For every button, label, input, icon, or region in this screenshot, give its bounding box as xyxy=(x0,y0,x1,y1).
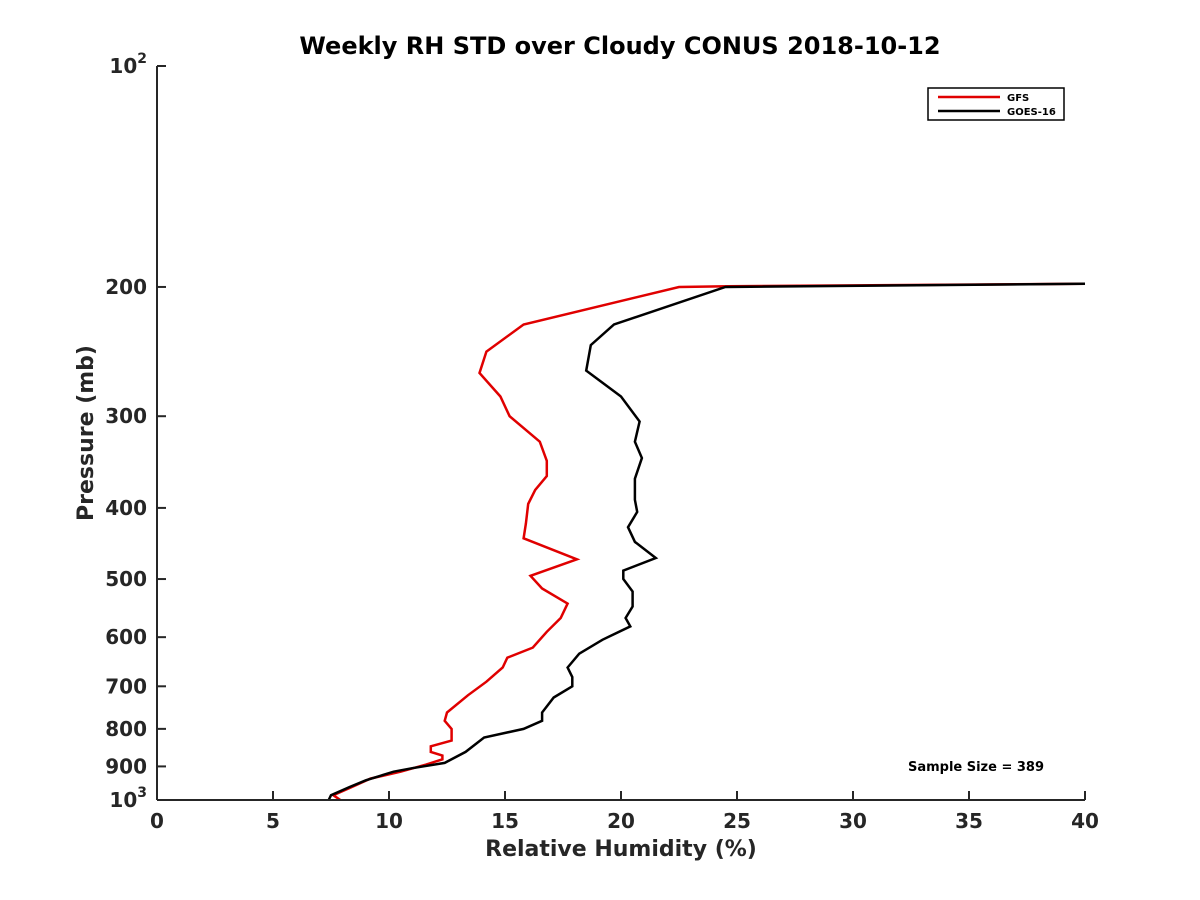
y-tick-label: 200 xyxy=(105,275,147,299)
x-tick-label: 10 xyxy=(375,809,403,833)
y-tick-label: 400 xyxy=(105,496,147,520)
y-tick-base: 10 xyxy=(109,54,137,78)
x-tick-label: 25 xyxy=(723,809,751,833)
x-axis-label: Relative Humidity (%) xyxy=(485,837,757,862)
plot-area xyxy=(327,282,1086,802)
legend: GFS GOES-16 xyxy=(927,87,1065,121)
series-line-goes-16 xyxy=(327,282,1086,801)
legend-label-goes-16: GOES-16 xyxy=(1007,107,1056,118)
legend-box xyxy=(927,87,1065,121)
x-tick-label: 5 xyxy=(266,809,280,833)
x-tick-label: 0 xyxy=(150,809,164,833)
x-tick-label: 20 xyxy=(607,809,635,833)
y-tick-exponent: 2 xyxy=(137,51,147,67)
y-tick-label: 600 xyxy=(105,625,147,649)
chart-title: Weekly RH STD over Cloudy CONUS 2018-10-… xyxy=(299,32,940,60)
sample-size-annotation: Sample Size = 389 xyxy=(908,760,1044,775)
y-tick-base: 10 xyxy=(109,788,137,812)
y-tick-exponent: 3 xyxy=(137,785,147,801)
y-tick-label: 500 xyxy=(105,567,147,591)
y-tick-label: 900 xyxy=(105,754,147,778)
x-tick-label: 15 xyxy=(491,809,519,833)
x-tick-label: 40 xyxy=(1071,809,1099,833)
y-tick-label: 102 xyxy=(109,51,147,78)
legend-label-gfs: GFS xyxy=(1007,93,1029,104)
series-line-gfs xyxy=(330,282,1086,802)
y-tick-label: 800 xyxy=(105,717,147,741)
x-tick-label: 35 xyxy=(955,809,983,833)
y-tick-label: 103 xyxy=(109,785,147,812)
y-tick-label: 700 xyxy=(105,674,147,698)
x-tick-label: 30 xyxy=(839,809,867,833)
y-axis-label: Pressure (mb) xyxy=(74,345,99,521)
x-ticks: 0 5 10 15 20 25 30 35 40 xyxy=(150,791,1099,833)
y-tick-label: 300 xyxy=(105,404,147,428)
